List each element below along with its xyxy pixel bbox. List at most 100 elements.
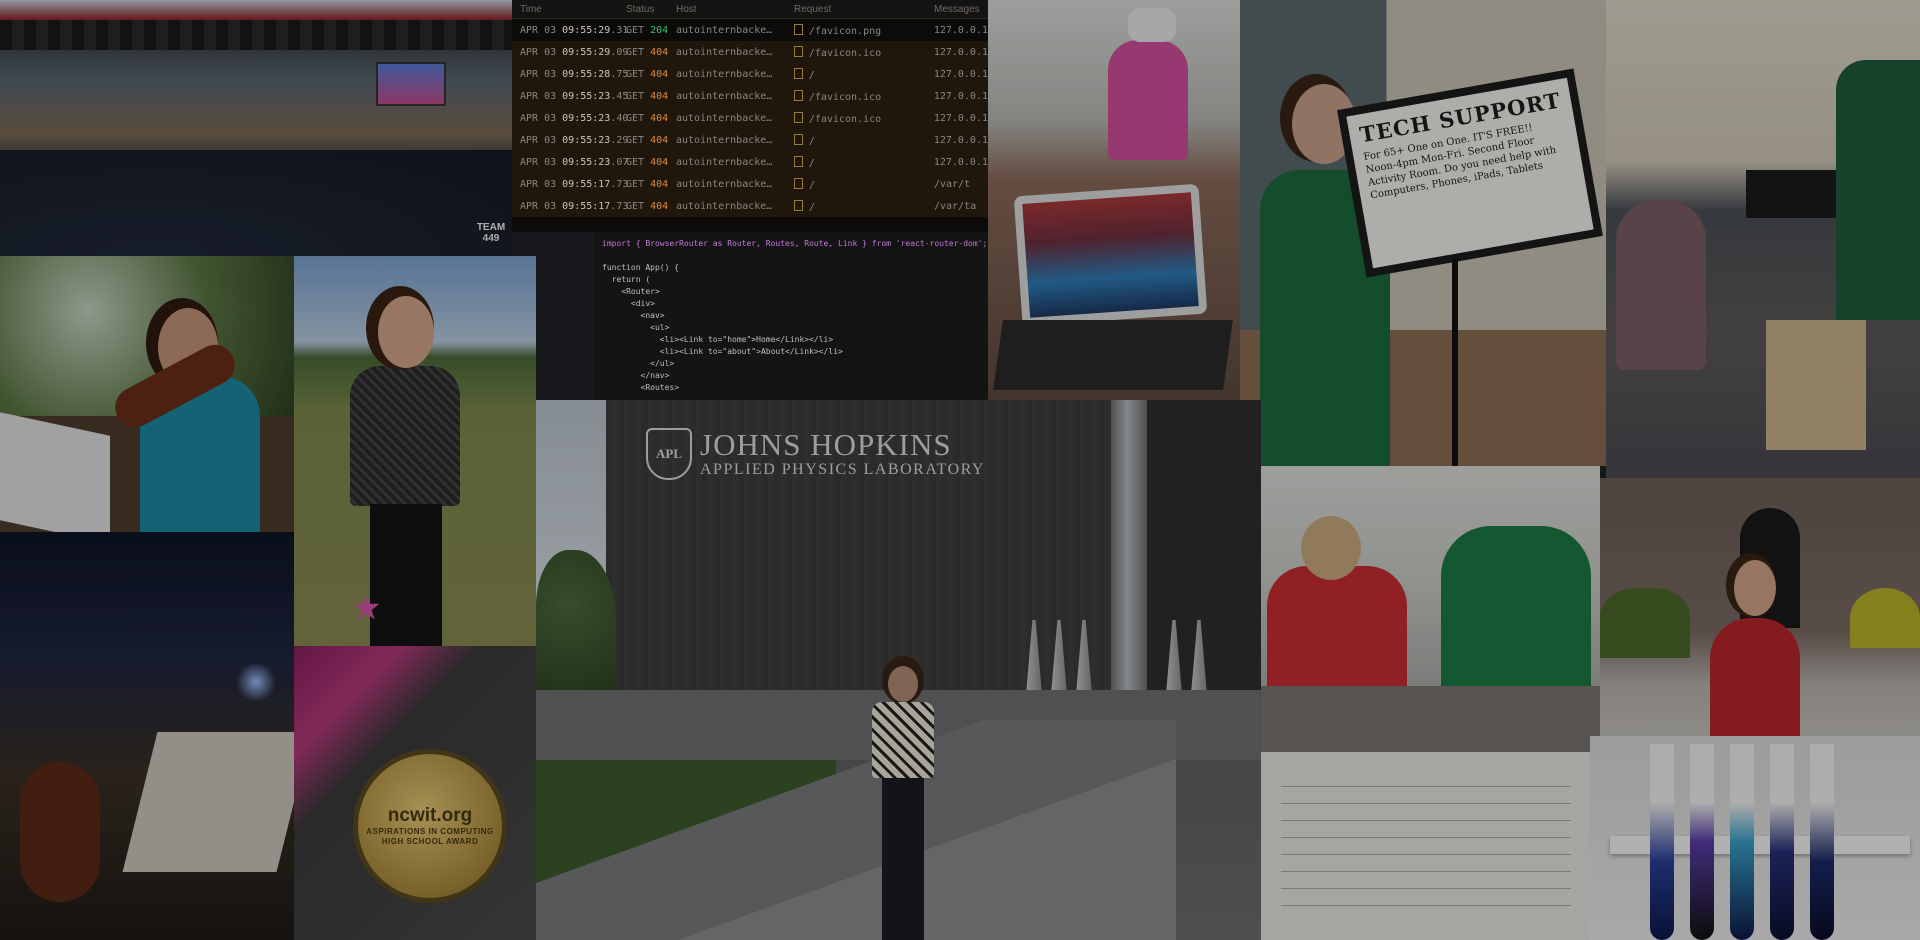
test-tubes-photo bbox=[1590, 736, 1920, 940]
seated-person bbox=[866, 666, 940, 940]
log-status: GET 404 bbox=[626, 68, 669, 80]
code-line: function App() { bbox=[602, 263, 680, 272]
ncwit-medal-photo: ncwit.org ASPIRATIONS IN COMPUTING HIGH … bbox=[294, 646, 536, 940]
log-status: GET 404 bbox=[626, 200, 669, 212]
apl-sign-line2: APPLIED PHYSICS LABORATORY bbox=[700, 461, 985, 478]
log-time: APR 03 09:55:23.40 bbox=[520, 112, 629, 124]
file-icon bbox=[794, 177, 803, 189]
orchestra-pit-photo bbox=[0, 532, 294, 940]
col-header-status: Status bbox=[626, 3, 655, 15]
log-time: APR 03 09:55:29.09 bbox=[520, 46, 629, 58]
study-session-photo bbox=[1261, 466, 1600, 752]
col-header-host: Host bbox=[676, 3, 697, 15]
col-header-request: Request bbox=[794, 3, 832, 15]
log-host: autointernbacke… bbox=[675, 156, 773, 168]
file-icon bbox=[793, 133, 803, 145]
violin-outdoors-photo bbox=[0, 256, 294, 532]
file-icon bbox=[794, 199, 803, 211]
log-message: 127.0.0.1 bbox=[933, 112, 988, 124]
log-row[interactable]: APR 03 09:55:29.31 GET 204 autointernbacke… bbox=[512, 19, 988, 41]
log-host: autointernbacke… bbox=[675, 112, 773, 124]
code-line: <nav> bbox=[602, 311, 665, 320]
code-line: <div> bbox=[602, 299, 655, 308]
medal-site: ncwit.org bbox=[387, 805, 473, 826]
log-host: autointernbacke… bbox=[675, 68, 773, 80]
ncwit-medal: ncwit.org ASPIRATIONS IN COMPUTING HIGH … bbox=[358, 754, 502, 898]
apl-building-photo: APL JOHNS HOPKINS APPLIED PHYSICS LABORA… bbox=[536, 400, 1261, 940]
file-icon bbox=[793, 89, 803, 101]
vr-computer-lab-photo bbox=[1606, 0, 1920, 478]
request-log-table: Time Status Host Request Messages APR 03… bbox=[512, 0, 988, 232]
col-header-time: Time bbox=[520, 3, 542, 15]
react-router-code-panel: import { BrowserRouter as Router, Routes… bbox=[594, 232, 988, 400]
log-request: / bbox=[793, 133, 934, 147]
tech-support-sign-photo: TECH SUPPORT For 65+ One on One. IT'S FR… bbox=[1240, 0, 1606, 466]
log-row[interactable]: APR 03 09:55:17.73 GET 404 autointernbacke… bbox=[512, 195, 988, 217]
log-status: GET 404 bbox=[626, 178, 669, 190]
code-line: </ul> bbox=[602, 359, 675, 368]
log-time: APR 03 09:55:23.29 bbox=[520, 134, 629, 146]
log-request: / bbox=[793, 155, 934, 169]
log-message: 127.0.0.1 bbox=[933, 134, 988, 146]
log-rows: APR 03 09:55:29.31 GET 204 autointernbacke… bbox=[512, 19, 988, 217]
log-status: GET 404 bbox=[626, 112, 669, 124]
log-message: 127.0.0.1 bbox=[933, 46, 988, 58]
log-status: GET 204 bbox=[626, 24, 669, 36]
vr-senior-tablet-photo: Grab a Hand bbox=[988, 0, 1240, 400]
log-time: APR 03 09:55:23.07 bbox=[520, 156, 629, 168]
log-time: APR 03 09:55:17.73 bbox=[520, 200, 629, 212]
log-message: 127.0.0.1 bbox=[933, 68, 988, 80]
file-icon bbox=[793, 45, 803, 57]
apl-sign-line1: JOHNS HOPKINS bbox=[700, 427, 952, 462]
log-time: APR 03 09:55:29.31 bbox=[520, 24, 629, 36]
code-line: <li><Link to="about">About</Link></li> bbox=[602, 347, 843, 356]
log-request: / bbox=[793, 67, 934, 81]
log-host: autointernbacke… bbox=[675, 46, 773, 58]
log-request: / bbox=[794, 177, 934, 191]
log-time: APR 03 09:55:28.75 bbox=[520, 68, 629, 80]
col-header-messages: Messages bbox=[934, 3, 980, 15]
code-line: <Router> bbox=[602, 287, 660, 296]
file-icon bbox=[793, 111, 803, 123]
robotics-competition-photo: TEAM 449 bbox=[0, 0, 512, 256]
log-row[interactable]: APR 03 09:55:29.09 GET 404 autointernbacke… bbox=[512, 41, 988, 63]
log-time: APR 03 09:55:23.45 bbox=[520, 90, 629, 102]
log-row[interactable]: APR 03 09:55:23.40 GET 404 autointernbacke… bbox=[512, 107, 988, 129]
code-line: </nav> bbox=[602, 371, 670, 380]
campus-building-photo bbox=[1600, 478, 1920, 736]
log-status: GET 404 bbox=[626, 156, 669, 168]
code-lines: function App() { return ( <Router> <div>… bbox=[594, 262, 988, 394]
log-request: / bbox=[794, 199, 934, 213]
log-row[interactable]: APR 03 09:55:17.73 GET 404 autointernbacke… bbox=[512, 173, 988, 195]
log-status: GET 404 bbox=[626, 134, 669, 146]
log-host: autointernbacke… bbox=[676, 178, 773, 190]
file-icon bbox=[793, 67, 803, 79]
log-time: APR 03 09:55:17.73 bbox=[520, 178, 629, 190]
log-host: autointernbacke… bbox=[676, 200, 773, 212]
code-line: <li><Link to="home">Home</Link></li> bbox=[602, 335, 834, 344]
apl-seal: APL bbox=[646, 428, 692, 480]
whiteboard-math-photo bbox=[1261, 752, 1590, 940]
log-status: GET 404 bbox=[626, 90, 669, 102]
team-jersey-text: TEAM 449 bbox=[476, 222, 506, 244]
log-request: /favicon.ico bbox=[793, 45, 934, 59]
code-import-text: import { BrowserRouter as Router, Routes… bbox=[602, 239, 988, 248]
log-host: autointernbacke… bbox=[675, 90, 773, 102]
scoreboard-screen bbox=[376, 62, 446, 106]
log-message: /var/ta bbox=[934, 200, 977, 212]
log-status: GET 404 bbox=[626, 46, 669, 58]
log-row[interactable]: APR 03 09:55:28.75 GET 404 autointernbacke… bbox=[512, 63, 988, 85]
log-row[interactable]: APR 03 09:55:23.45 GET 404 autointernbacke… bbox=[512, 85, 988, 107]
file-icon bbox=[793, 155, 803, 167]
code-line: <Routes> bbox=[602, 383, 680, 392]
log-message: 127.0.0.1 bbox=[933, 90, 988, 102]
log-host: autointernbacke… bbox=[675, 134, 773, 146]
log-message: 127.0.0.1 bbox=[933, 156, 988, 168]
log-row[interactable]: APR 03 09:55:23.29 GET 404 autointernbacke… bbox=[512, 129, 988, 151]
log-message: /var/t bbox=[934, 178, 971, 190]
log-row[interactable]: APR 03 09:55:23.07 GET 404 autointernbacke… bbox=[512, 151, 988, 173]
log-message: 127.0.0.1 bbox=[933, 24, 988, 36]
log-header-row: Time Status Host Request Messages bbox=[512, 0, 988, 19]
file-icon bbox=[793, 23, 803, 35]
